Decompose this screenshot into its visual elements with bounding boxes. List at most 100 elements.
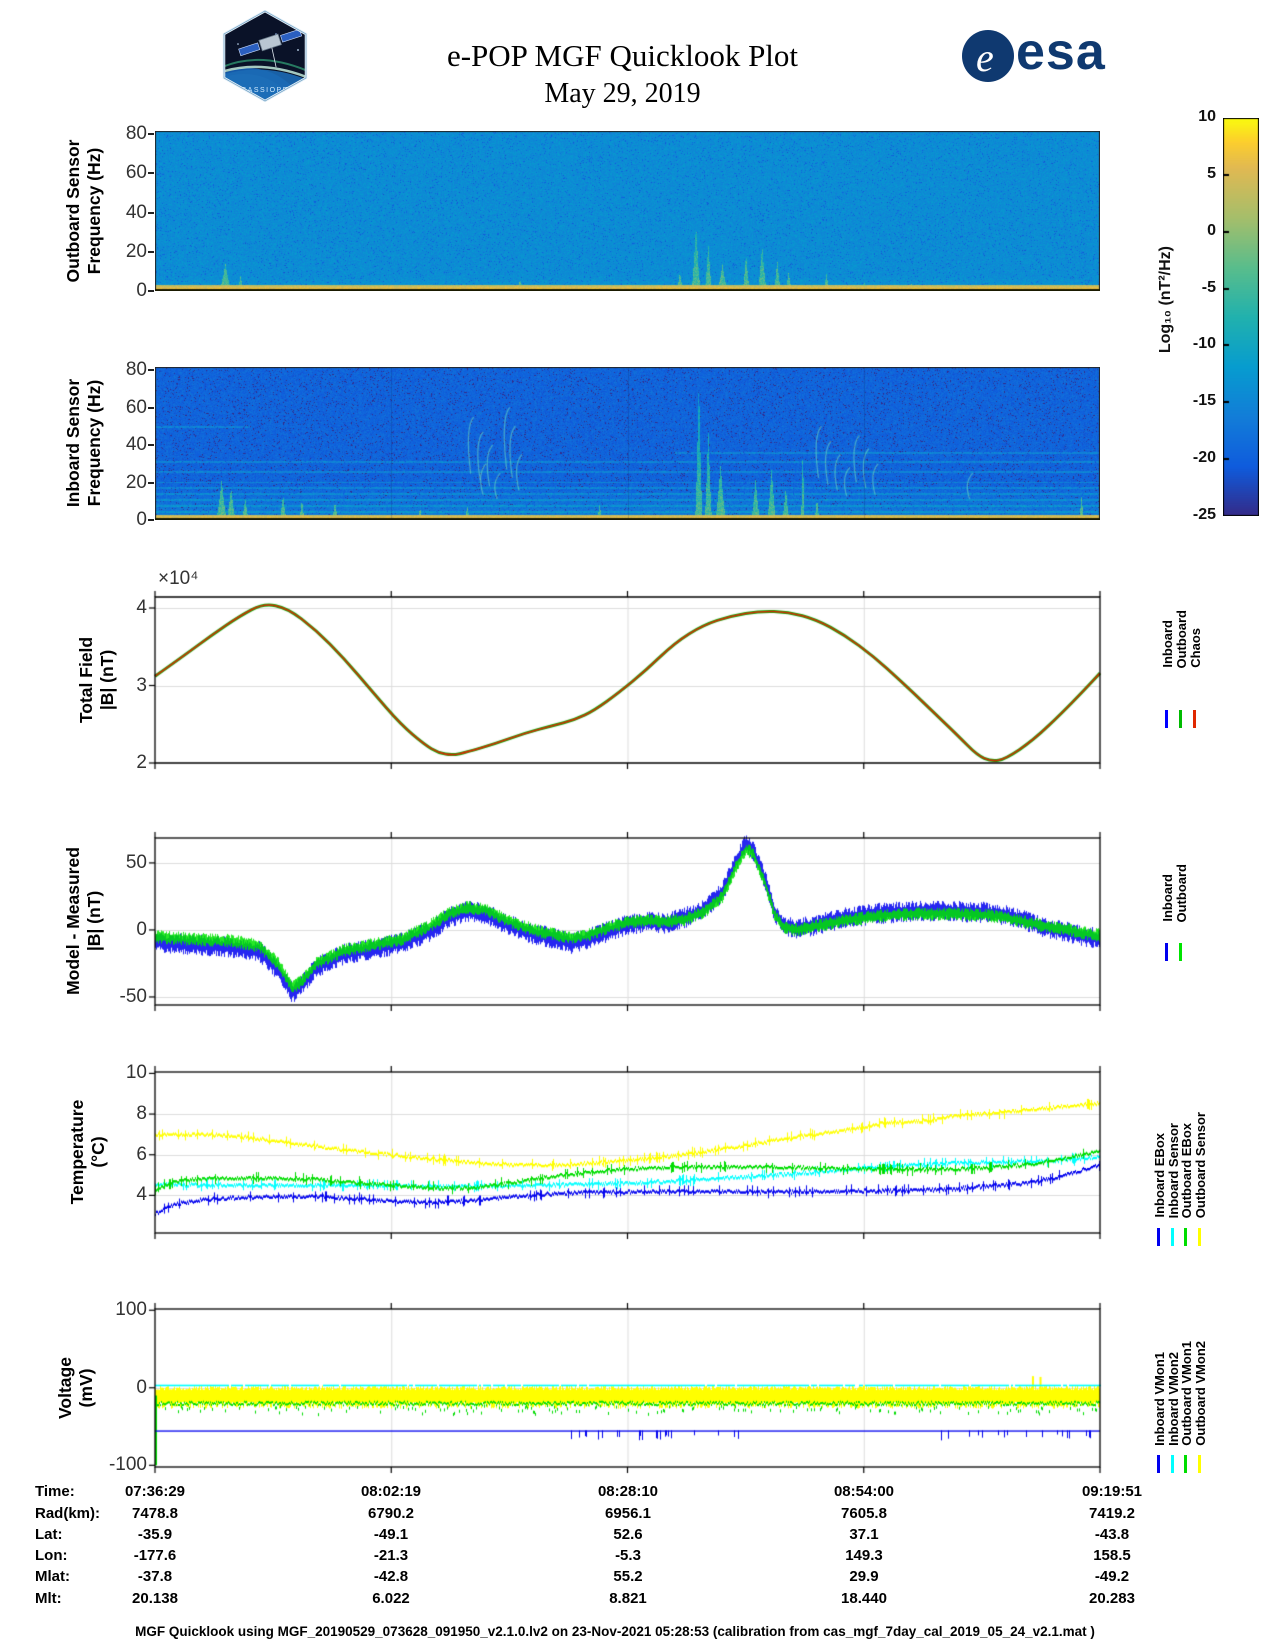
colorbar-tick-label: -5 xyxy=(1201,278,1216,296)
page-date: May 29, 2019 xyxy=(544,78,701,109)
legend-swatch-voltage xyxy=(1157,1455,1160,1473)
y-tick-mark xyxy=(148,369,154,371)
total-field-canvas xyxy=(147,589,1108,771)
legend-swatch-temperature xyxy=(1157,1228,1160,1246)
y-tick-label: 4 xyxy=(136,1184,147,1206)
patch-mission-name: CASSIOPE xyxy=(241,87,289,94)
esa-globe-e: e xyxy=(976,35,994,80)
table-cell: 6.022 xyxy=(372,1590,410,1607)
y-tick-label: 40 xyxy=(125,201,147,223)
table-cell: 08:28:10 xyxy=(597,1483,659,1500)
footer-text: MGF Quicklook using MGF_20190529_073628_… xyxy=(135,1624,1095,1639)
y-tick-mark xyxy=(148,519,154,521)
y-tick-label: 3 xyxy=(136,674,147,696)
legend-label-total_field: Chaos xyxy=(1188,628,1203,668)
legend-label-voltage: Outboard VMon2 xyxy=(1192,1341,1208,1446)
colorbar-tick-label: -25 xyxy=(1192,506,1216,523)
y-tick-label: -50 xyxy=(119,985,147,1007)
y-tick-label: 10 xyxy=(125,1062,147,1084)
y-tick-mark xyxy=(148,133,154,136)
y-tick-label: 0 xyxy=(136,1376,147,1398)
y-tick-label: 60 xyxy=(125,396,147,418)
table-cell: 08:54:00 xyxy=(833,1483,895,1500)
y-tick-mark xyxy=(148,250,154,253)
colorbar xyxy=(1223,118,1259,516)
y-tick-label: 6 xyxy=(136,1143,147,1165)
legend-swatch-voltage xyxy=(1197,1455,1201,1473)
y-tick-mark xyxy=(148,444,154,446)
legend-swatch-model_measured xyxy=(1179,943,1182,961)
model-measured-canvas xyxy=(147,830,1108,1013)
table-cell: 52.6 xyxy=(613,1526,643,1543)
legend-swatch-temperature xyxy=(1170,1228,1174,1246)
legend-label-temperature: Outboard EBox xyxy=(1179,1122,1194,1218)
temperature-canvas xyxy=(147,1064,1108,1241)
y-tick-label: 8 xyxy=(136,1103,147,1125)
table-cell: -43.8 xyxy=(1094,1526,1130,1543)
table-row-label: Lon: xyxy=(35,1547,68,1564)
y-tick-label: 40 xyxy=(125,434,147,455)
table-cell: 08:02:19 xyxy=(360,1483,422,1500)
y-tick-label: 4 xyxy=(136,597,147,618)
table-row-label: Mlt: xyxy=(35,1590,62,1607)
page-title: e-POP MGF Quicklook Plot xyxy=(446,38,799,73)
legend-swatch-temperature xyxy=(1197,1228,1201,1246)
legend-swatch-total_field xyxy=(1193,710,1196,728)
legend-swatch-voltage xyxy=(1170,1455,1174,1473)
legend-swatch-model_measured xyxy=(1165,943,1168,961)
total-field-exponent-label: ×10⁴ xyxy=(158,568,199,589)
table-cell: 149.3 xyxy=(845,1547,883,1564)
y-tick-label: 20 xyxy=(125,240,147,262)
y-tick-label: 50 xyxy=(125,851,147,873)
legend-label-model_measured: Outboard xyxy=(1174,863,1189,923)
cassiope-mission-patch-logo: CASSIOPE xyxy=(222,10,308,102)
y-tick-mark xyxy=(148,172,154,175)
legend-label-total_field: Outboard xyxy=(1174,609,1189,669)
table-cell: 18.440 xyxy=(841,1590,887,1607)
voltage-canvas xyxy=(147,1301,1108,1475)
esa-logo: e esa xyxy=(962,23,1105,88)
table-cell: -177.6 xyxy=(133,1547,177,1564)
table-cell: -37.8 xyxy=(137,1568,173,1585)
table-cell: -35.9 xyxy=(137,1526,173,1543)
table-cell: 7605.8 xyxy=(841,1505,887,1522)
esa-globe-icon xyxy=(962,30,1014,82)
y-tick-label: 2 xyxy=(136,752,147,773)
table-row-label: Rad(km): xyxy=(35,1505,101,1522)
table-cell: 6790.2 xyxy=(368,1505,414,1522)
y-tick-mark xyxy=(148,406,154,409)
colorbar-tick-label: -20 xyxy=(1192,449,1216,467)
y-tick-label: 0 xyxy=(136,918,147,940)
table-cell: 20.283 xyxy=(1089,1590,1135,1607)
table-cell: 29.9 xyxy=(849,1568,879,1585)
colorbar-tick-label: 10 xyxy=(1198,108,1216,125)
y-tick-mark xyxy=(148,481,154,484)
table-cell: -42.8 xyxy=(373,1568,409,1585)
colorbar-tick-label: -10 xyxy=(1192,335,1216,353)
legend-label-voltage: Inboard VMon1 xyxy=(1152,1352,1167,1446)
y-tick-label: 0 xyxy=(136,509,147,530)
colorbar-tick-label: -15 xyxy=(1192,392,1216,410)
y-tick-label: 0 xyxy=(136,280,147,301)
y-tick-mark xyxy=(148,211,154,214)
table-cell: 158.5 xyxy=(1093,1547,1131,1564)
table-cell: 6956.1 xyxy=(605,1505,651,1522)
y-tick-label: 20 xyxy=(125,471,147,493)
legend-label-voltage: Outboard VMon1 xyxy=(1179,1341,1194,1446)
outboard-spectrogram-canvas xyxy=(155,131,1100,291)
table-row-label: Lat: xyxy=(35,1526,63,1543)
y-tick-mark xyxy=(148,290,154,292)
legend-swatch-total_field xyxy=(1179,710,1182,728)
legend-label-temperature: Inboard EBox xyxy=(1152,1133,1167,1218)
legend-label-temperature: Outboard Sensor xyxy=(1192,1111,1208,1218)
table-cell: -21.3 xyxy=(373,1547,409,1564)
table-row-label: Mlat: xyxy=(35,1568,70,1585)
table-cell: 09:19:51 xyxy=(1081,1483,1143,1500)
legend-label-model_measured: Inboard xyxy=(1160,874,1175,922)
table-cell: 8.821 xyxy=(609,1590,647,1607)
table-cell: -5.3 xyxy=(615,1547,641,1564)
inboard-spectrogram-canvas xyxy=(155,367,1100,520)
legend-swatch-voltage xyxy=(1184,1455,1187,1473)
colorbar-tick-label: 0 xyxy=(1207,221,1216,239)
y-tick-label: 80 xyxy=(125,359,147,380)
